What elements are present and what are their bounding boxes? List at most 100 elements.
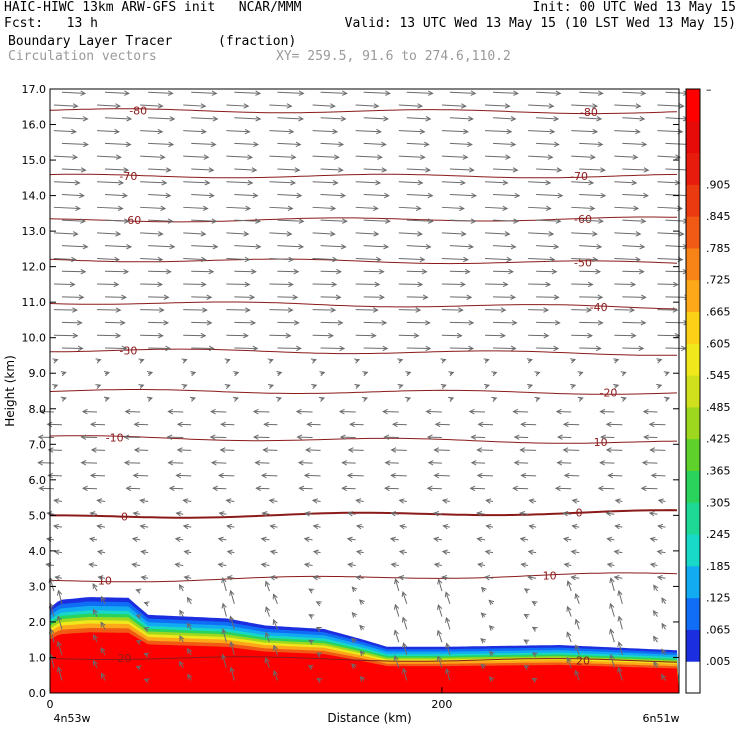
contour-label: 20 bbox=[576, 654, 590, 667]
vector-arrowhead bbox=[272, 593, 278, 600]
vector-arrowhead bbox=[296, 192, 303, 199]
vector-arrow bbox=[477, 512, 486, 515]
vector-arrow bbox=[477, 538, 486, 541]
vector-arrow bbox=[618, 616, 623, 630]
vector-arrow bbox=[47, 512, 55, 515]
vector-arrowhead bbox=[267, 383, 275, 390]
vector-arrow bbox=[183, 155, 209, 158]
vector-arrowhead bbox=[440, 383, 447, 390]
vector-arrow bbox=[665, 117, 688, 120]
vector-arrowhead bbox=[413, 332, 420, 339]
vector-arrowhead bbox=[208, 192, 215, 199]
vector-arrow bbox=[536, 194, 563, 197]
vector-arrow bbox=[615, 525, 623, 528]
vector-arrowhead bbox=[250, 268, 257, 275]
vector-arrow bbox=[528, 232, 554, 235]
vector-arrowhead bbox=[574, 592, 580, 600]
vector-arrow bbox=[312, 206, 336, 210]
vector-arrow bbox=[622, 117, 645, 120]
vector-arrow bbox=[226, 232, 249, 235]
vector-arrowhead bbox=[37, 434, 44, 440]
vector-arrowhead bbox=[103, 371, 110, 377]
vector-arrowhead bbox=[390, 447, 397, 453]
colorbar-label: .665 bbox=[706, 306, 731, 319]
vector-arrowhead bbox=[510, 243, 517, 250]
colorbar-label: .425 bbox=[706, 433, 731, 446]
vector-arrowhead bbox=[306, 421, 313, 428]
vector-arrow bbox=[528, 550, 537, 554]
vector-arrowhead bbox=[555, 408, 562, 415]
vector-arrowhead bbox=[288, 128, 295, 135]
vector-arrow bbox=[536, 117, 559, 120]
vector-arrowhead bbox=[252, 434, 259, 440]
vector-arrow bbox=[614, 206, 639, 210]
vector-arrow bbox=[186, 623, 192, 630]
vector-arrow bbox=[320, 245, 346, 248]
vector-arrow bbox=[273, 594, 278, 605]
vector-arrow bbox=[363, 219, 390, 222]
vector-arrowhead bbox=[570, 574, 577, 581]
vector-arrow bbox=[105, 117, 132, 120]
vector-arrowhead bbox=[243, 332, 249, 339]
vector-arrow bbox=[536, 168, 562, 171]
vector-arrow bbox=[614, 257, 640, 261]
colorbar-swatch bbox=[686, 279, 700, 313]
vector-arrowhead bbox=[527, 549, 534, 555]
vector-arrowhead bbox=[504, 231, 511, 237]
vector-arrowhead bbox=[332, 256, 338, 263]
vector-arrow bbox=[234, 168, 257, 171]
vector-arrowhead bbox=[158, 307, 165, 313]
vector-arrowhead bbox=[297, 460, 304, 466]
vector-arrowhead bbox=[397, 358, 404, 364]
vector-arrowhead bbox=[664, 396, 671, 402]
vector-arrow bbox=[564, 563, 572, 566]
vector-arrowhead bbox=[100, 672, 106, 679]
vector-arrow bbox=[93, 634, 98, 643]
vector-arrowhead bbox=[597, 90, 604, 96]
vector-arrowhead bbox=[562, 536, 569, 543]
vector-arrowhead bbox=[596, 243, 603, 250]
vector-arrow bbox=[347, 538, 356, 541]
y-tick-label: 8.0 bbox=[29, 403, 47, 416]
vector-arrowhead bbox=[469, 485, 476, 492]
vector-arrowhead bbox=[113, 281, 120, 288]
vector-arrow bbox=[445, 668, 451, 681]
vector-arrow bbox=[270, 525, 278, 528]
vector-arrowhead bbox=[118, 180, 125, 186]
vector-arrowhead bbox=[53, 498, 60, 504]
vector-arrowhead bbox=[200, 256, 207, 263]
vector-arrowhead bbox=[389, 536, 396, 542]
vector-arrow bbox=[355, 130, 381, 133]
vector-arrowhead bbox=[298, 485, 305, 492]
vector-arrowhead bbox=[330, 307, 337, 313]
vector-arrow bbox=[97, 499, 106, 502]
vector-arrowhead bbox=[81, 485, 88, 492]
vector-arrow bbox=[148, 91, 173, 94]
vector-arrowhead bbox=[165, 192, 172, 199]
vector-arrow bbox=[312, 155, 339, 158]
vector-arrow bbox=[53, 232, 78, 235]
vector-arrowhead bbox=[534, 396, 541, 402]
vector-arrow bbox=[140, 130, 163, 133]
vector-arrow bbox=[622, 245, 645, 248]
contour--20 bbox=[49, 389, 678, 395]
vector-arrow bbox=[265, 632, 270, 643]
vector-arrowhead bbox=[260, 562, 267, 568]
vector-arrowhead bbox=[311, 498, 318, 504]
vector-arrowhead bbox=[643, 434, 649, 440]
vector-arrowhead bbox=[381, 320, 388, 326]
vector-arrowhead bbox=[553, 116, 560, 122]
vector-arrow bbox=[492, 168, 518, 171]
vector-arrowhead bbox=[427, 192, 434, 199]
vector-arrow bbox=[269, 499, 278, 502]
vector-arrow bbox=[399, 550, 407, 554]
vector-arrowhead bbox=[384, 460, 391, 466]
vector-arrowhead bbox=[47, 447, 54, 453]
vector-arrowhead bbox=[545, 179, 552, 186]
vector-arrowhead bbox=[337, 320, 344, 326]
vector-arrow bbox=[492, 194, 520, 197]
vector-arrowhead bbox=[247, 154, 254, 160]
colorbar-swatch bbox=[686, 120, 700, 154]
vector-arrowhead bbox=[445, 616, 451, 623]
vector-arrowhead bbox=[488, 676, 495, 682]
